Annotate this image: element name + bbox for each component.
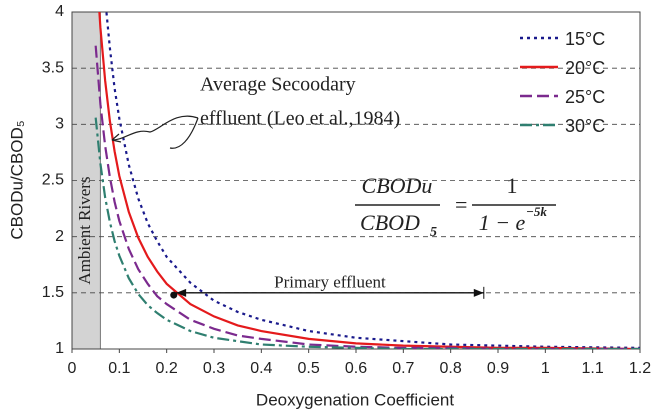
formula-text: CBOD: [360, 210, 420, 235]
x-tick-label: 1.1: [582, 360, 604, 377]
x-tick-label: 0.6: [345, 360, 367, 377]
range-label: Primary effluent: [274, 273, 386, 292]
y-tick-label: 3.5: [42, 59, 64, 76]
x-tick-label: 1: [541, 360, 550, 377]
y-axis-label: CBODu/CBOD₅: [7, 120, 26, 239]
plot-frame: [71, 11, 641, 350]
legend-label: 25°C: [565, 87, 605, 107]
annotation-arrow: [111, 115, 199, 141]
formula: CBODu CBOD 5 = 1 1 − e −5k: [355, 173, 556, 240]
formula-text: 1 − e: [479, 210, 526, 235]
x-tick-label: 0.5: [298, 360, 320, 377]
annotation-arrow: [169, 117, 199, 149]
y-tick-label: 2.5: [42, 172, 64, 189]
x-axis-label: Deoxygenation Coefficient: [256, 390, 454, 409]
x-tick-label: 0.8: [440, 360, 462, 377]
formula-text: −5k: [526, 204, 547, 219]
y-tick-label: 2: [55, 228, 64, 245]
legend-label: 30°C: [565, 116, 605, 136]
x-tick-label: 0.9: [487, 360, 509, 377]
legend-label: 15°C: [565, 29, 605, 49]
legend-label: 20°C: [565, 58, 605, 78]
region-label: Ambient Rivers: [75, 176, 94, 284]
formula-text: 5: [430, 225, 437, 240]
x-tick-label: 0.1: [108, 360, 130, 377]
x-tick-label: 0.4: [250, 360, 272, 377]
y-tick-label: 1.5: [42, 284, 64, 301]
formula-text: =: [455, 192, 467, 217]
line-series: [94, 45, 640, 349]
annotation: Average Secoodary: [200, 74, 356, 96]
x-tick-label: 0.7: [392, 360, 414, 377]
x-tick-label: 0.3: [203, 360, 225, 377]
formula-text: 1: [507, 173, 518, 198]
y-tick-label: 3: [55, 116, 64, 133]
line-series: [94, 117, 640, 349]
x-tick-label: 0.2: [156, 360, 178, 377]
y-tick-label: 1: [55, 340, 64, 357]
y-tick-label: 4: [55, 3, 64, 20]
point: [170, 291, 178, 299]
x-tick-label: 1.2: [629, 360, 651, 377]
formula-text: CBODu: [362, 173, 433, 198]
line-series: [98, 12, 640, 349]
x-tick-label: 0: [68, 360, 77, 377]
annotation-arrow-head: [111, 133, 122, 143]
annotation: effluent (Leo et al.,1984): [200, 108, 400, 130]
